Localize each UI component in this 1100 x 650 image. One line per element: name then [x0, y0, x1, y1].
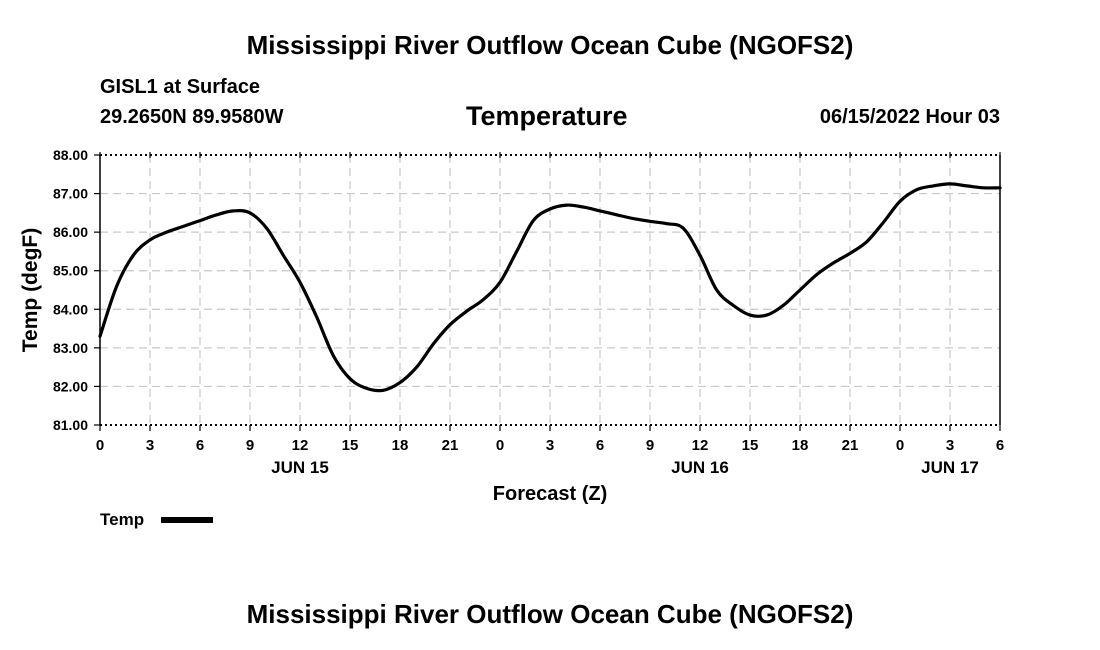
y-axis-label: Temp (degF)	[19, 228, 42, 352]
x-tick-label: 18	[792, 437, 809, 454]
y-tick-label: 83.00	[53, 340, 88, 356]
y-tick-label: 84.00	[53, 301, 88, 317]
variable-title: Temperature	[466, 101, 628, 131]
x-tick-label: 6	[996, 437, 1004, 454]
x-axis-label: Forecast (Z)	[493, 483, 607, 505]
legend-label: Temp	[100, 510, 144, 529]
x-tick-label: 6	[596, 437, 604, 454]
x-tick-label: 12	[692, 437, 709, 454]
x-axis-ticks: 0 3 6 9 12 15 18 21 0 3 6 9 12 15 18 21 0 3 6	[96, 152, 1004, 454]
x-tick-label: 3	[546, 437, 554, 454]
x-tick-label: 3	[946, 437, 954, 454]
y-tick-label: 85.00	[53, 263, 88, 279]
x-tick-label: 12	[292, 437, 309, 454]
x-tick-label: 15	[342, 437, 359, 454]
chart-title: Mississippi River Outflow Ocean Cube (NG…	[246, 30, 854, 60]
x-tick-label: 18	[392, 437, 409, 454]
station-coordinates: 29.2650N 89.9580W	[100, 106, 284, 128]
grid-lines	[100, 155, 1000, 425]
x-tick-label: 0	[96, 437, 104, 454]
y-tick-label: 88.00	[53, 147, 88, 163]
y-tick-label: 87.00	[53, 186, 88, 202]
series-line-temp	[98, 182, 1002, 393]
y-tick-label: 81.00	[53, 417, 88, 433]
x-tick-label: 21	[842, 437, 859, 454]
x-tick-label: 0	[896, 437, 904, 454]
series-layer	[98, 182, 1002, 393]
x-tick-label: 3	[146, 437, 154, 454]
y-tick-label: 82.00	[53, 378, 88, 394]
x-tick-label: 15	[742, 437, 759, 454]
day-label: JUN 17	[921, 458, 979, 477]
station-label: GISL1 at Surface	[100, 76, 261, 98]
day-labels: JUN 15 JUN 16 JUN 17	[271, 458, 979, 477]
x-tick-label: 9	[646, 437, 654, 454]
forecast-datetime: 06/15/2022 Hour 03	[819, 106, 1000, 128]
day-label: JUN 15	[271, 458, 329, 477]
legend-swatch	[161, 517, 213, 523]
x-tick-label: 0	[496, 437, 504, 454]
x-tick-label: 9	[246, 437, 254, 454]
day-label: JUN 16	[671, 458, 729, 477]
x-tick-label: 6	[196, 437, 204, 454]
x-tick-label: 21	[442, 437, 459, 454]
footer-title: Mississippi River Outflow Ocean Cube (NG…	[246, 599, 854, 629]
y-tick-label: 86.00	[53, 224, 88, 240]
y-axis-ticks: 81.00 82.00 83.00 84.00 85.00 86.00 87.00 88.00	[53, 147, 100, 433]
legend: Temp	[100, 510, 213, 529]
